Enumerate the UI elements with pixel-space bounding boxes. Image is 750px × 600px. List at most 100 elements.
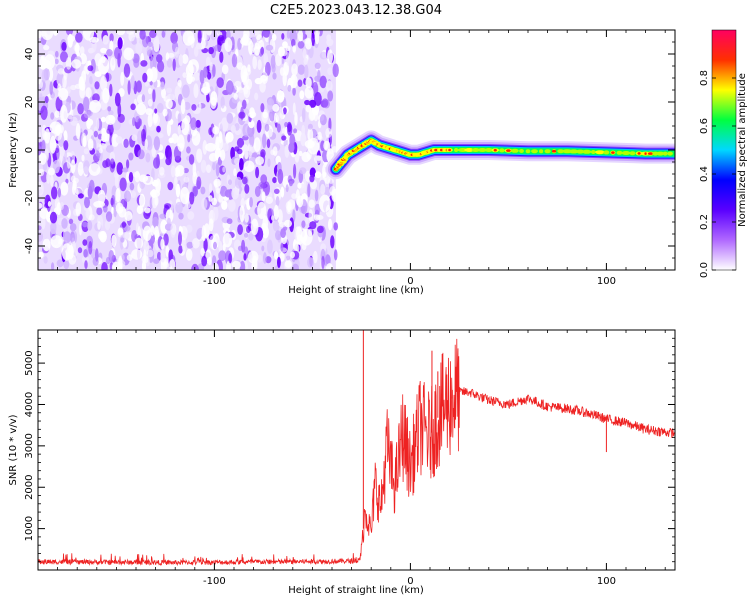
noise-blob <box>191 104 197 111</box>
noise-blob <box>248 233 254 241</box>
noise-blob <box>95 248 99 262</box>
noise-blob <box>301 151 311 163</box>
spectrogram-noise-region <box>38 30 339 270</box>
noise-blob <box>193 83 199 99</box>
noise-blob <box>38 251 44 259</box>
x-tick-label: 100 <box>597 576 616 587</box>
noise-blob <box>147 99 153 107</box>
noise-blob <box>180 225 188 241</box>
noise-blob <box>137 149 145 160</box>
noise-blob <box>55 50 59 58</box>
noise-blob <box>39 55 47 70</box>
noise-blob <box>180 186 190 205</box>
noise-blob <box>197 30 202 45</box>
noise-blob <box>165 98 173 109</box>
noise-blob <box>242 99 247 110</box>
noise-blob <box>265 196 273 204</box>
noise-blob <box>247 250 259 264</box>
noise-blob <box>105 211 113 222</box>
signal-hot-spot <box>662 151 668 156</box>
noise-blob <box>231 187 239 200</box>
noise-blob <box>43 45 50 51</box>
noise-blob <box>81 70 87 84</box>
noise-blob <box>149 30 157 39</box>
signal-hot-spot <box>557 149 565 154</box>
noise-blob <box>233 93 238 100</box>
noise-blob <box>221 64 229 75</box>
noise-blob <box>39 208 49 220</box>
noise-blob <box>115 136 123 144</box>
signal-hot-spot <box>652 151 659 156</box>
x-tick-label: -100 <box>203 276 226 287</box>
noise-blob <box>280 242 284 252</box>
noise-blob <box>239 260 246 270</box>
signal-hot-spot <box>539 149 544 154</box>
noise-blob <box>200 86 211 94</box>
x-tick-label: -100 <box>203 576 226 587</box>
noise-blob <box>139 193 146 208</box>
noise-blob <box>299 90 305 100</box>
noise-blob <box>38 142 42 156</box>
noise-blob <box>332 63 339 78</box>
noise-blob <box>222 142 229 152</box>
noise-blob <box>218 131 223 144</box>
noise-blob <box>319 75 327 89</box>
noise-blob <box>50 175 54 187</box>
noise-blob <box>328 178 334 184</box>
noise-blob <box>254 42 261 56</box>
noise-blob <box>72 183 76 195</box>
noise-blob <box>122 167 129 173</box>
noise-blob <box>202 140 208 155</box>
noise-blob <box>226 112 234 124</box>
noise-blob <box>65 30 74 36</box>
noise-blob <box>170 165 176 178</box>
noise-blob <box>138 174 149 183</box>
noise-blob <box>212 206 219 221</box>
noise-blob <box>52 30 59 36</box>
noise-blob <box>213 241 217 250</box>
noise-blob <box>51 186 58 200</box>
noise-blob <box>269 109 275 122</box>
noise-blob <box>272 220 280 232</box>
noise-blob <box>81 154 85 162</box>
noise-blob <box>75 202 82 217</box>
noise-blob <box>123 225 131 232</box>
noise-blob <box>77 161 84 176</box>
noise-blob <box>288 180 293 187</box>
noise-blob <box>71 59 82 69</box>
noise-blob <box>70 116 78 127</box>
noise-blob <box>57 68 65 75</box>
noise-blob <box>103 204 108 213</box>
noise-blob <box>300 133 307 147</box>
noise-blob <box>133 58 140 68</box>
noise-blob <box>160 81 165 90</box>
noise-blob <box>284 219 292 228</box>
noise-blob <box>284 260 292 268</box>
noise-blob <box>147 41 153 47</box>
noise-blob <box>220 96 225 109</box>
noise-blob <box>144 138 148 150</box>
noise-blob <box>169 259 176 270</box>
noise-blob <box>279 251 285 262</box>
snr-frame <box>37 329 676 571</box>
noise-blob <box>267 239 273 254</box>
noise-blob <box>152 54 157 70</box>
y-tick-label: 0 <box>24 147 35 153</box>
noise-blob <box>131 249 143 260</box>
noise-blob <box>205 142 217 152</box>
noise-blob <box>58 87 69 101</box>
noise-blob <box>87 65 94 72</box>
noise-blob <box>297 182 302 189</box>
noise-blob <box>190 117 197 131</box>
noise-blob <box>283 107 287 115</box>
noise-blob <box>41 69 47 83</box>
signal-hot-spot <box>511 148 519 153</box>
noise-blob <box>285 45 291 52</box>
noise-blob <box>108 250 115 263</box>
noise-blob <box>258 181 267 190</box>
noise-blob <box>307 183 311 198</box>
noise-blob <box>209 62 213 73</box>
noise-blob <box>292 87 296 96</box>
noise-blob <box>240 37 252 46</box>
colorbar-label: Normalized spectral amplitude <box>737 73 748 227</box>
